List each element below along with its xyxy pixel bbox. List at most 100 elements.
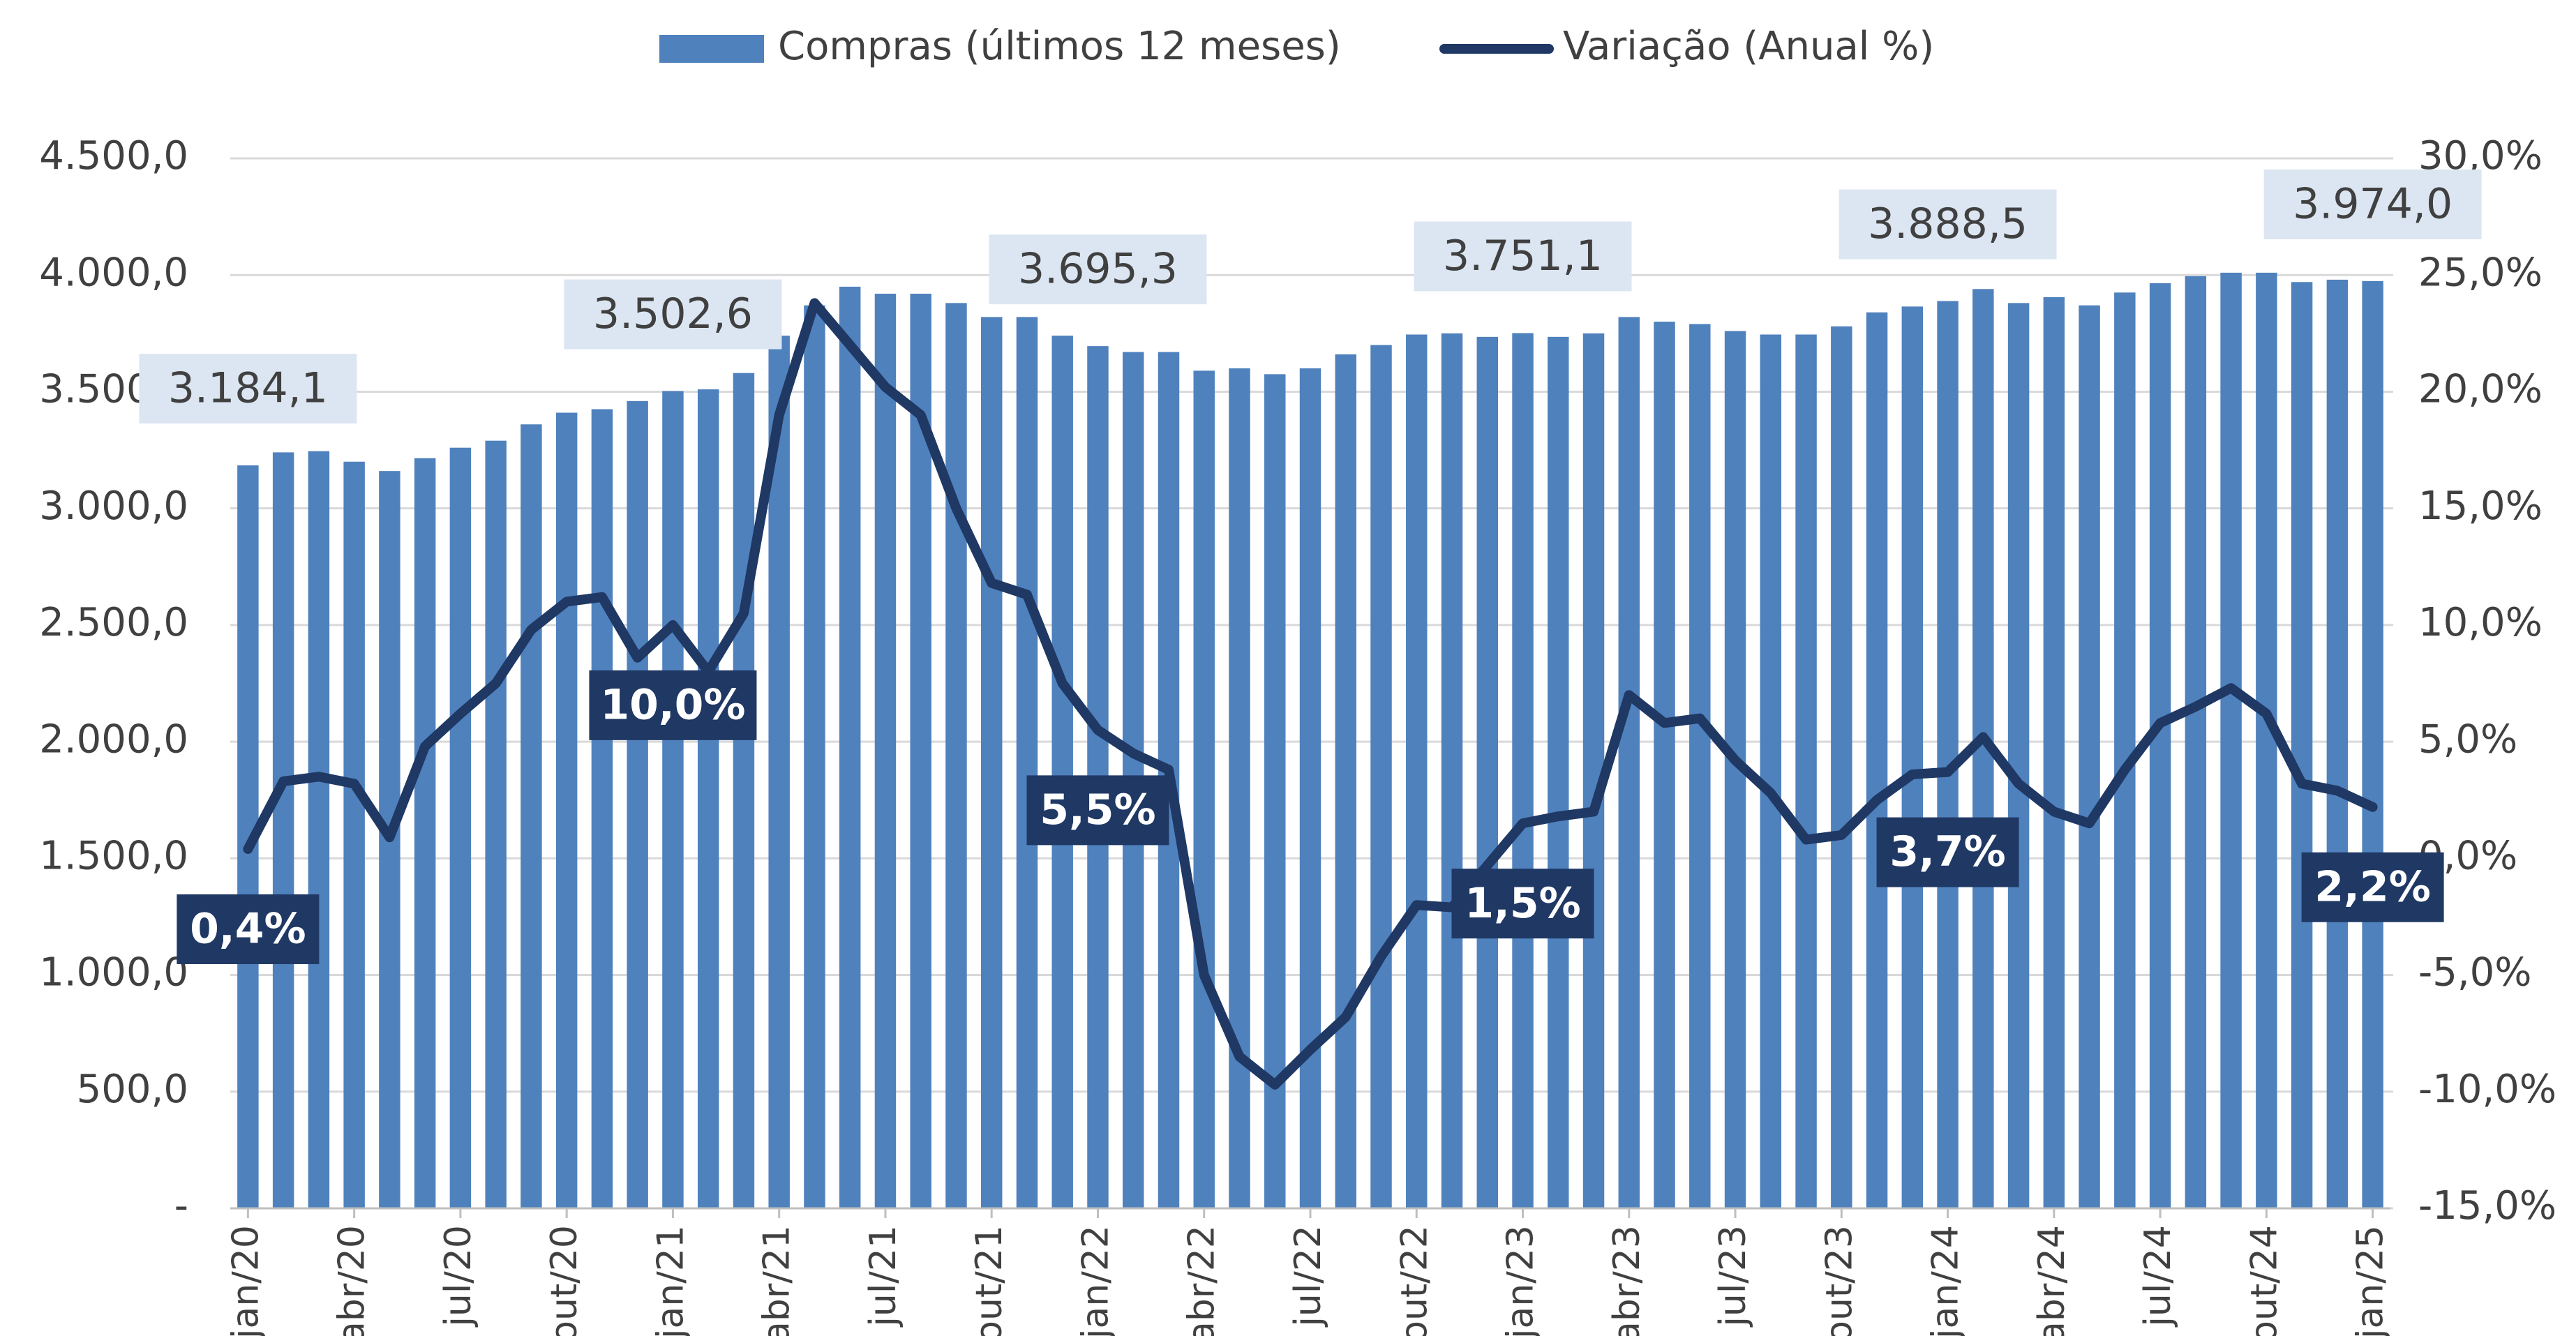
bar [1866,312,1888,1208]
bar [1512,333,1534,1208]
bar [1831,326,1852,1208]
bar [1370,345,1392,1208]
bar [1476,336,1498,1209]
bar [1229,368,1250,1208]
bar-label-box [989,234,1207,305]
x-tick-label: jan/20 [225,1225,267,1336]
x-tick-label: jan/25 [2350,1225,2392,1336]
line-label: 10,0% [600,680,745,729]
x-tick-label: abr/20 [331,1225,373,1336]
y-tick-label: 2.000,0 [39,716,188,762]
bar [1441,333,1463,1208]
bar [945,303,967,1208]
bar [1406,334,1428,1208]
x-tick-label: jul/20 [437,1225,479,1328]
bar [1795,334,1817,1208]
line-label: 2,2% [2314,862,2430,911]
y-tick-label: - [174,1183,188,1229]
line-label: 1,5% [1465,879,1580,928]
bar [662,391,684,1208]
bar-label-box [2263,169,2482,239]
bar [2079,305,2100,1209]
x-tick-label: abr/21 [756,1225,798,1336]
y2-tick-label: 15,0% [2418,483,2543,529]
line-label-box [589,670,757,740]
y-tick-label: 1.500,0 [39,833,188,878]
bar-label-box [139,354,357,424]
y2-tick-label: 5,0% [2418,716,2517,762]
x-tick-label: out/23 [1818,1225,1860,1336]
bar-label-box [1839,189,2057,260]
bar [1264,374,1286,1208]
bar [555,412,578,1208]
bar [2362,280,2383,1209]
bar [1193,370,1215,1208]
x-tick-label: jul/24 [2137,1225,2179,1328]
line-label: 3,7% [1889,827,2005,876]
bar [2007,303,2030,1208]
legend-label: Variação (Anual %) [1563,24,1934,69]
legend-label: Compras (últimos 12 meses) [778,24,1341,69]
x-tick-label: jan/23 [1500,1225,1542,1336]
bar [1016,317,1038,1208]
bar [2256,272,2277,1208]
bar [980,317,1003,1208]
y-tick-label: 2.500,0 [39,600,188,645]
y2-tick-label: 10,0% [2418,600,2543,645]
x-tick-label: jul/23 [1712,1225,1754,1328]
bar [272,452,294,1208]
bar [414,458,436,1208]
bar [521,424,542,1209]
x-tick-label: jan/24 [1925,1225,1967,1336]
x-tick-label: out/20 [544,1225,585,1336]
bar [1618,317,1640,1208]
bar [1937,301,1959,1208]
y2-tick-label: -15,0% [2418,1183,2556,1229]
bar [2291,282,2313,1208]
bar [2326,279,2349,1208]
bar [1051,336,1073,1209]
y-tick-label: 1.000,0 [39,950,188,996]
x-tick-label: out/22 [1393,1225,1435,1336]
bar [2114,292,2136,1208]
line-label: 5,5% [1040,786,1155,834]
bar [1335,354,1356,1208]
bar [2043,297,2065,1209]
y2-tick-label: -10,0% [2418,1067,2556,1112]
y2-tick-label: 25,0% [2418,250,2543,295]
line-label-box [1026,775,1169,846]
bar [1548,336,1569,1209]
line-label-box [1876,817,2019,887]
bar [874,293,897,1208]
bar-label: 3.695,3 [1018,245,1178,294]
line-label-box [2301,852,2444,922]
bar-label: 3.974,0 [2293,180,2453,229]
x-tick-label: jul/21 [862,1225,904,1328]
x-tick-label: out/24 [2243,1225,2285,1336]
bar-label-box [564,279,782,350]
bar [343,461,365,1208]
bar [1654,322,1675,1209]
bar [308,451,330,1208]
bar [2185,276,2207,1209]
x-tick-label: jan/21 [650,1225,691,1336]
bar [1689,324,1711,1208]
y-tick-label: 4.000,0 [39,250,188,295]
line-label-box [177,894,320,964]
bar [485,440,507,1209]
x-tick-label: abr/22 [1181,1225,1223,1336]
bar [697,389,719,1208]
bar [449,447,472,1208]
x-tick-label: jul/22 [1287,1225,1329,1328]
bar [1582,333,1605,1208]
bar [839,286,861,1208]
line-label-box [1451,869,1594,939]
bar [2149,283,2171,1209]
bar [2220,272,2242,1208]
bar [591,409,613,1208]
bar-label: 3.751,1 [1443,232,1603,280]
line [243,298,2378,1090]
bar-label: 3.502,6 [593,290,753,338]
bar [1760,334,1782,1208]
bar [627,400,648,1208]
